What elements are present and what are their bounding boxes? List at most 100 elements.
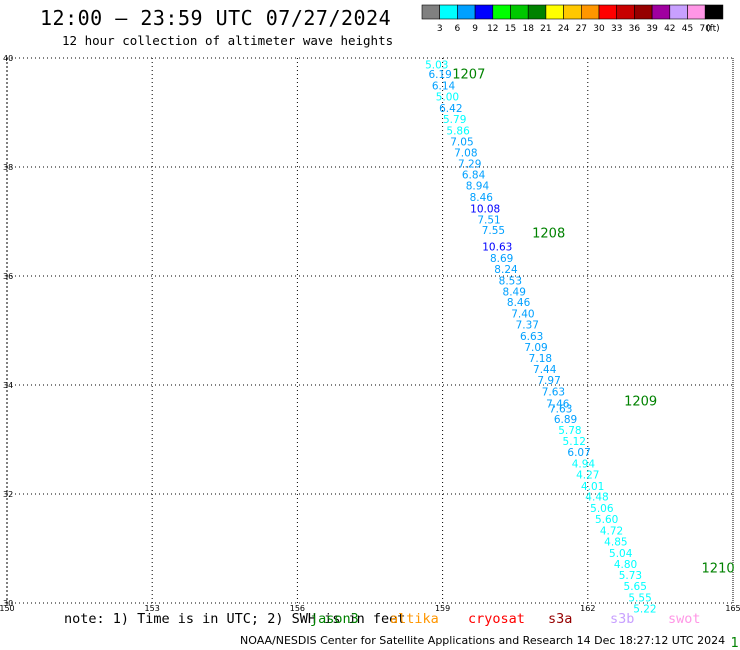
colorbar-label: 24 (558, 24, 570, 34)
colorbar-label: 15 (505, 24, 516, 34)
chart-grid (6, 57, 734, 604)
x-tick-label: 153 (145, 604, 160, 613)
colorbar-label: 70 (699, 24, 711, 34)
wave-height-point: 5.04 (609, 548, 633, 560)
wave-height-point: 7.97 (537, 375, 560, 387)
wave-height-point: 4.48 (585, 492, 608, 504)
wave-height-point: 6.19 (428, 69, 451, 81)
wave-height-point: 6.84 (462, 170, 486, 182)
colorbar-swatch (510, 4, 529, 20)
colorbar-swatch (474, 4, 494, 20)
colorbar-swatch (616, 4, 635, 20)
x-tick-label: 165 (725, 604, 740, 613)
colorbar-swatch (492, 4, 511, 20)
wave-height-point: 8.49 (503, 286, 526, 298)
time-label: 1210 (702, 562, 735, 577)
y-tick-label: 38 (3, 163, 13, 172)
colorbar-label: 18 (522, 24, 534, 34)
time-label: 1 (731, 636, 739, 650)
colorbar-swatch (527, 4, 547, 20)
x-tick-label: 156 (290, 604, 305, 613)
wave-height-point: 6.89 (554, 414, 577, 426)
satellite-legend-item: cryosat (468, 611, 525, 627)
time-label: 1207 (452, 67, 485, 82)
wave-height-point: 7.40 (511, 309, 534, 321)
wave-height-point: 5.12 (563, 436, 586, 448)
wave-height-point: 4.27 (576, 469, 599, 481)
wave-height-point: 8.46 (470, 192, 494, 204)
colorbar-label: 42 (664, 24, 675, 34)
colorbar-label: 45 (682, 24, 693, 34)
wave-height-point: 5.73 (619, 570, 642, 582)
wave-height-point: 7.51 (477, 214, 500, 226)
satellite-legend-item: altika (390, 611, 439, 627)
wave-height-point: 7.29 (458, 159, 481, 171)
wave-height-point: 5.22 (633, 603, 656, 615)
satellite-legend-item: swot (668, 611, 701, 627)
note-text: note: 1) Time is in UTC; 2) SWH is in fe… (64, 611, 406, 627)
wave-height-point: 7.05 (450, 136, 473, 148)
colorbar-swatch (634, 4, 653, 20)
x-tick-label: 159 (435, 604, 450, 613)
colorbar-swatch (545, 4, 564, 20)
colorbar-swatch (651, 4, 671, 20)
colorbar-swatch (704, 4, 724, 20)
wave-height-point: 5.60 (595, 514, 618, 526)
colorbar-swatch (687, 4, 706, 20)
y-tick-label: 34 (3, 381, 13, 390)
colorbar-swatch (421, 4, 441, 20)
colorbar-label: 21 (540, 24, 551, 34)
y-tick-label: 40 (3, 54, 13, 63)
colorbar-label: 30 (593, 24, 605, 34)
colorbar-unit: (ft) (706, 24, 720, 34)
time-label: 1208 (532, 226, 565, 241)
wave-height-point: 10.63 (482, 242, 512, 254)
satellite-legend-item: jason3 (310, 611, 359, 627)
wave-height-point: 7.63 (542, 387, 565, 399)
wave-height-point: 6.63 (520, 331, 543, 343)
colorbar-label: 27 (576, 24, 587, 34)
time-labels: 1207 1208 1209 1210 1 (452, 67, 739, 650)
wave-height-point: 8.24 (494, 264, 518, 276)
footer-credit: NOAA/NESDIS Center for Satellite Applica… (240, 634, 726, 647)
colorbar-label: 6 (455, 24, 461, 34)
colorbar-label: 12 (487, 24, 498, 34)
wave-height-point: 7.08 (454, 147, 477, 159)
plot-frame (6, 57, 734, 604)
wave-height-point: 5.03 (425, 60, 448, 72)
color-legend: 3 6 9 12 15 18 21 24 27 30 33 36 39 42 45 70(ft) (421, 4, 724, 34)
wave-height-point: 7.37 (516, 320, 539, 332)
wave-height-point: 10.08 (470, 203, 500, 215)
wave-height-point: 7.09 (524, 342, 547, 354)
colorbar-swatch (439, 4, 458, 20)
colorbar-label: 36 (629, 24, 641, 34)
wave-height-point: 5.65 (624, 581, 647, 593)
wave-height-point: 7.18 (529, 353, 552, 365)
wave-height-point: 5.00 (436, 92, 459, 104)
satellite-legend-item: s3b (610, 611, 635, 627)
colorbar-label: 9 (472, 24, 478, 34)
wave-height-point: 7.44 (533, 364, 557, 376)
wave-height-point: 7.55 (482, 225, 505, 237)
axis-ticks: 150 153 156 159 162 165 30 32 34 36 38 40 (0, 54, 740, 613)
chart-subtitle: 12 hour collection of altimeter wave hei… (62, 33, 394, 48)
wave-height-point: 5.55 (628, 593, 651, 605)
colorbar-swatch (563, 4, 582, 20)
chart-title: 12:00 – 23:59 UTC 07/27/2024 (40, 6, 392, 30)
wave-height-point: 4.01 (581, 481, 604, 493)
wave-height-point: 6.07 (567, 447, 590, 459)
wave-height-point: 5.78 (558, 425, 581, 437)
wave-height-point: 7.63 (549, 403, 572, 415)
colorbar-swatch (457, 4, 476, 20)
colorbar-label: 33 (611, 24, 622, 34)
wave-height-point: 4.80 (614, 559, 637, 571)
wave-height-point: 4.72 (600, 526, 623, 538)
y-tick-label: 30 (3, 599, 13, 608)
wave-height-point: 8.46 (507, 297, 531, 309)
wave-height-point: 6.42 (439, 103, 462, 115)
satellite-legend-item: s3a (548, 611, 573, 627)
y-tick-label: 32 (3, 490, 13, 499)
wave-height-point: 5.86 (446, 125, 470, 137)
wave-height-point: 4.94 (572, 458, 596, 470)
